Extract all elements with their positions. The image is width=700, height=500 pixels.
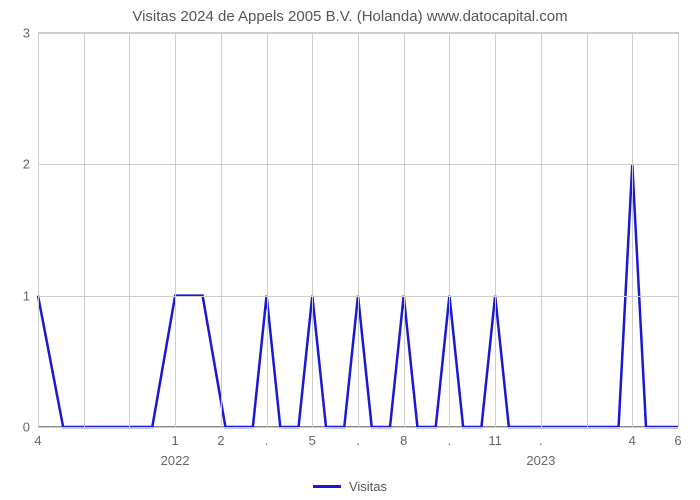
x-tick-label: 5: [309, 433, 316, 448]
x-tick-label: 1: [172, 433, 179, 448]
y-tick-label: 2: [23, 157, 30, 172]
grid-line-vertical: [38, 33, 39, 427]
y-tick-label: 0: [23, 420, 30, 435]
grid-line-vertical: [175, 33, 176, 427]
x-tick-label: 4: [629, 433, 636, 448]
grid-line-vertical: [129, 33, 130, 427]
grid-line-vertical: [312, 33, 313, 427]
grid-line-horizontal: [38, 296, 678, 297]
x-tick-label: .: [539, 433, 543, 448]
x-tick-label: .: [448, 433, 452, 448]
y-tick-label: 1: [23, 288, 30, 303]
chart-title: Visitas 2024 de Appels 2005 B.V. (Holand…: [0, 0, 700, 25]
legend: Visitas: [313, 479, 387, 494]
legend-label: Visitas: [349, 479, 387, 494]
x-tick-label: .: [356, 433, 360, 448]
x-tick-label: 6: [674, 433, 681, 448]
grid-line-vertical: [678, 33, 679, 427]
grid-line-vertical: [84, 33, 85, 427]
grid-line-vertical: [267, 33, 268, 427]
x-tick-label: .: [265, 433, 269, 448]
grid-line-vertical: [541, 33, 542, 427]
grid-line-vertical: [358, 33, 359, 427]
grid-line-vertical: [404, 33, 405, 427]
grid-line-horizontal: [38, 33, 678, 34]
x-year-label: 2022: [161, 453, 190, 468]
x-tick-label: 2: [217, 433, 224, 448]
grid-line-horizontal: [38, 427, 678, 428]
grid-line-vertical: [449, 33, 450, 427]
y-tick-label: 3: [23, 26, 30, 41]
x-tick-label: 8: [400, 433, 407, 448]
grid-line-vertical: [587, 33, 588, 427]
x-tick-label: 11: [488, 433, 502, 448]
legend-swatch: [313, 485, 341, 488]
plot-area: 0123412.5.8.11.4620222023: [38, 32, 679, 427]
x-tick-label: 4: [34, 433, 41, 448]
grid-line-vertical: [632, 33, 633, 427]
x-year-label: 2023: [526, 453, 555, 468]
grid-line-vertical: [221, 33, 222, 427]
grid-line-vertical: [495, 33, 496, 427]
grid-line-horizontal: [38, 164, 678, 165]
